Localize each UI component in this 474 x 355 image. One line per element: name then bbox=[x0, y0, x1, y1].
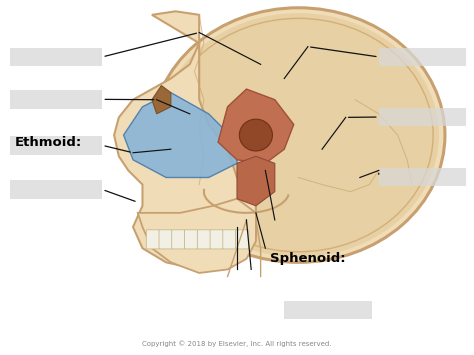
FancyBboxPatch shape bbox=[379, 108, 466, 126]
Polygon shape bbox=[237, 156, 275, 206]
FancyBboxPatch shape bbox=[10, 180, 102, 199]
FancyBboxPatch shape bbox=[10, 48, 102, 66]
FancyBboxPatch shape bbox=[184, 230, 198, 249]
FancyBboxPatch shape bbox=[210, 230, 223, 249]
Polygon shape bbox=[124, 93, 237, 178]
FancyBboxPatch shape bbox=[172, 230, 185, 249]
Text: Ethmoid:: Ethmoid: bbox=[15, 136, 82, 149]
FancyBboxPatch shape bbox=[159, 230, 172, 249]
Ellipse shape bbox=[239, 119, 273, 151]
Ellipse shape bbox=[152, 8, 445, 262]
FancyBboxPatch shape bbox=[379, 48, 466, 66]
Text: Copyright © 2018 by Elsevier, Inc. All rights reserved.: Copyright © 2018 by Elsevier, Inc. All r… bbox=[142, 340, 332, 347]
FancyBboxPatch shape bbox=[197, 230, 210, 249]
Polygon shape bbox=[152, 86, 171, 114]
FancyBboxPatch shape bbox=[146, 230, 159, 249]
FancyBboxPatch shape bbox=[284, 301, 372, 319]
FancyBboxPatch shape bbox=[10, 90, 102, 109]
Text: Sphenoid:: Sphenoid: bbox=[270, 252, 346, 265]
Polygon shape bbox=[114, 11, 256, 269]
Polygon shape bbox=[138, 199, 256, 273]
Polygon shape bbox=[218, 89, 294, 163]
FancyBboxPatch shape bbox=[236, 230, 249, 249]
FancyBboxPatch shape bbox=[379, 168, 466, 186]
FancyBboxPatch shape bbox=[10, 136, 102, 154]
Ellipse shape bbox=[158, 13, 439, 257]
FancyBboxPatch shape bbox=[223, 230, 236, 249]
